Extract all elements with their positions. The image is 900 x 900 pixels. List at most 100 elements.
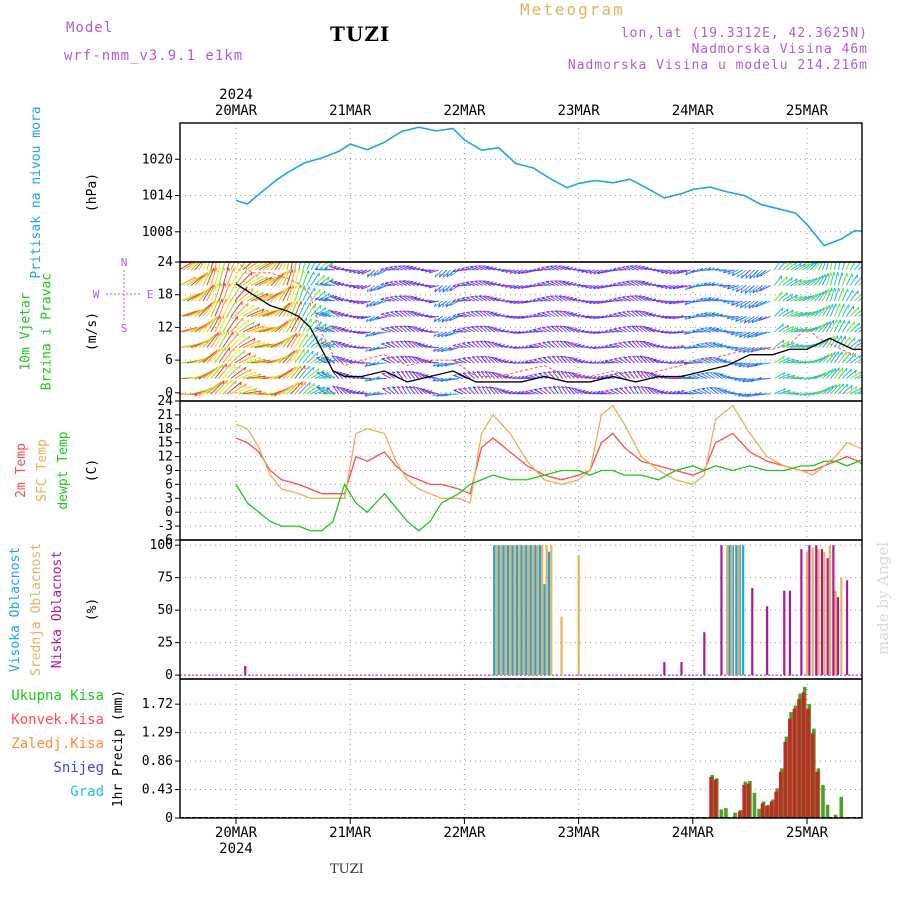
wind-barb-head	[577, 328, 581, 331]
wind-barb-head	[303, 285, 306, 290]
wind-barb-head	[592, 315, 597, 320]
wind-barb	[608, 329, 619, 333]
wind-barb	[331, 355, 340, 364]
wind-barb-head	[345, 373, 350, 376]
wind-barb	[403, 340, 412, 348]
wind-barb-head	[313, 383, 316, 387]
wind-barb	[806, 310, 819, 317]
wind-barb	[692, 390, 703, 395]
wind-barb-head	[876, 279, 878, 282]
wind-barb	[449, 316, 459, 322]
wind-barb-head	[487, 341, 492, 343]
wind-barb-head	[676, 270, 680, 274]
wind-barb-head	[803, 393, 808, 397]
precip-bar-konvek	[806, 708, 810, 818]
wind-barb	[238, 271, 253, 286]
wind-barb	[739, 331, 751, 338]
wind-barb	[618, 357, 627, 364]
wind-barb-head	[479, 325, 484, 328]
wind-barb-head	[577, 374, 582, 376]
wind-barb-head	[656, 284, 660, 288]
wind-barb	[376, 316, 387, 320]
wind-barb-head	[700, 312, 704, 315]
wind-barb	[290, 284, 297, 302]
wind-barb	[532, 299, 543, 302]
wind-barb-head	[497, 282, 501, 286]
wind-barb	[222, 299, 232, 317]
wind-barb	[461, 298, 471, 302]
cloud-bar-niska	[788, 590, 792, 676]
wind-barb-head	[858, 355, 862, 359]
wind-barb	[206, 348, 220, 364]
wind-barb	[814, 372, 827, 379]
wind-barb-head	[409, 385, 413, 389]
wind-barb-head	[660, 390, 665, 393]
cloud-bar-niska	[836, 597, 840, 676]
wind-barb	[266, 262, 278, 271]
wind-barb	[465, 267, 475, 271]
wind-barb	[585, 269, 595, 274]
wind-barb-head	[684, 331, 688, 335]
wind-barb	[210, 363, 224, 379]
wind-barb-head	[854, 353, 857, 358]
wind-barb	[505, 316, 515, 318]
wind-barb	[613, 298, 623, 302]
cloud-bar-srednja	[834, 590, 837, 676]
wind-barb	[242, 340, 261, 348]
wind-barb-head	[833, 256, 834, 259]
wind-barb	[517, 269, 527, 275]
wind-barb-head	[493, 267, 497, 270]
wind-barb	[874, 329, 887, 332]
wind-barb-head	[833, 271, 836, 276]
wind-barb	[495, 387, 503, 395]
wind-barb	[794, 263, 806, 271]
wind-barb	[549, 265, 559, 271]
wind-barb-head	[891, 262, 892, 265]
wind-barb	[886, 326, 897, 332]
wind-barb	[547, 371, 555, 379]
wind-barb	[845, 273, 853, 286]
wind-barb	[882, 360, 894, 363]
wind-barb-head	[573, 312, 578, 315]
wind-barb-head	[348, 359, 353, 362]
wind-barb-head	[420, 283, 425, 286]
wind-barb	[469, 266, 479, 271]
wind-barb	[632, 355, 639, 364]
wind-barb	[470, 311, 479, 317]
cloud-bar-niska	[820, 549, 824, 676]
wind-barb-head	[571, 387, 576, 390]
wind-barb	[198, 302, 213, 317]
wind-barb-head	[352, 345, 357, 348]
footer-station: TUZI	[330, 862, 364, 877]
wind-barb-head	[247, 319, 250, 324]
wind-barb	[206, 332, 219, 348]
wind-barb	[806, 277, 818, 286]
wind-barb-head	[644, 266, 649, 269]
wind-barb-head	[475, 325, 480, 328]
wind-barb-head	[863, 292, 864, 295]
wind-barb-head	[740, 289, 743, 294]
wind-barb-head	[528, 344, 533, 347]
wind-barb-head	[369, 303, 373, 307]
wind-barb	[716, 387, 727, 395]
wind-barb	[429, 269, 439, 274]
wind-barb	[862, 344, 874, 348]
wind-barb-head	[440, 348, 444, 353]
wind-barb	[874, 280, 886, 286]
wind-barb	[461, 268, 471, 271]
wind-barb	[879, 317, 890, 318]
wind-barb	[509, 316, 519, 319]
wind-barb	[550, 310, 559, 317]
wind-barb	[414, 327, 423, 333]
wind-barb-head	[485, 265, 490, 268]
wind-ytick-label: 12	[157, 320, 173, 335]
wind-barb-head	[676, 330, 680, 334]
wind-barb	[230, 317, 244, 333]
wind-barb	[448, 393, 459, 396]
wind-barb	[386, 372, 396, 379]
wind-barb-head	[493, 312, 498, 315]
wind-barb-head	[291, 269, 294, 273]
wind-barb	[404, 370, 412, 379]
wind-barb	[736, 269, 747, 278]
